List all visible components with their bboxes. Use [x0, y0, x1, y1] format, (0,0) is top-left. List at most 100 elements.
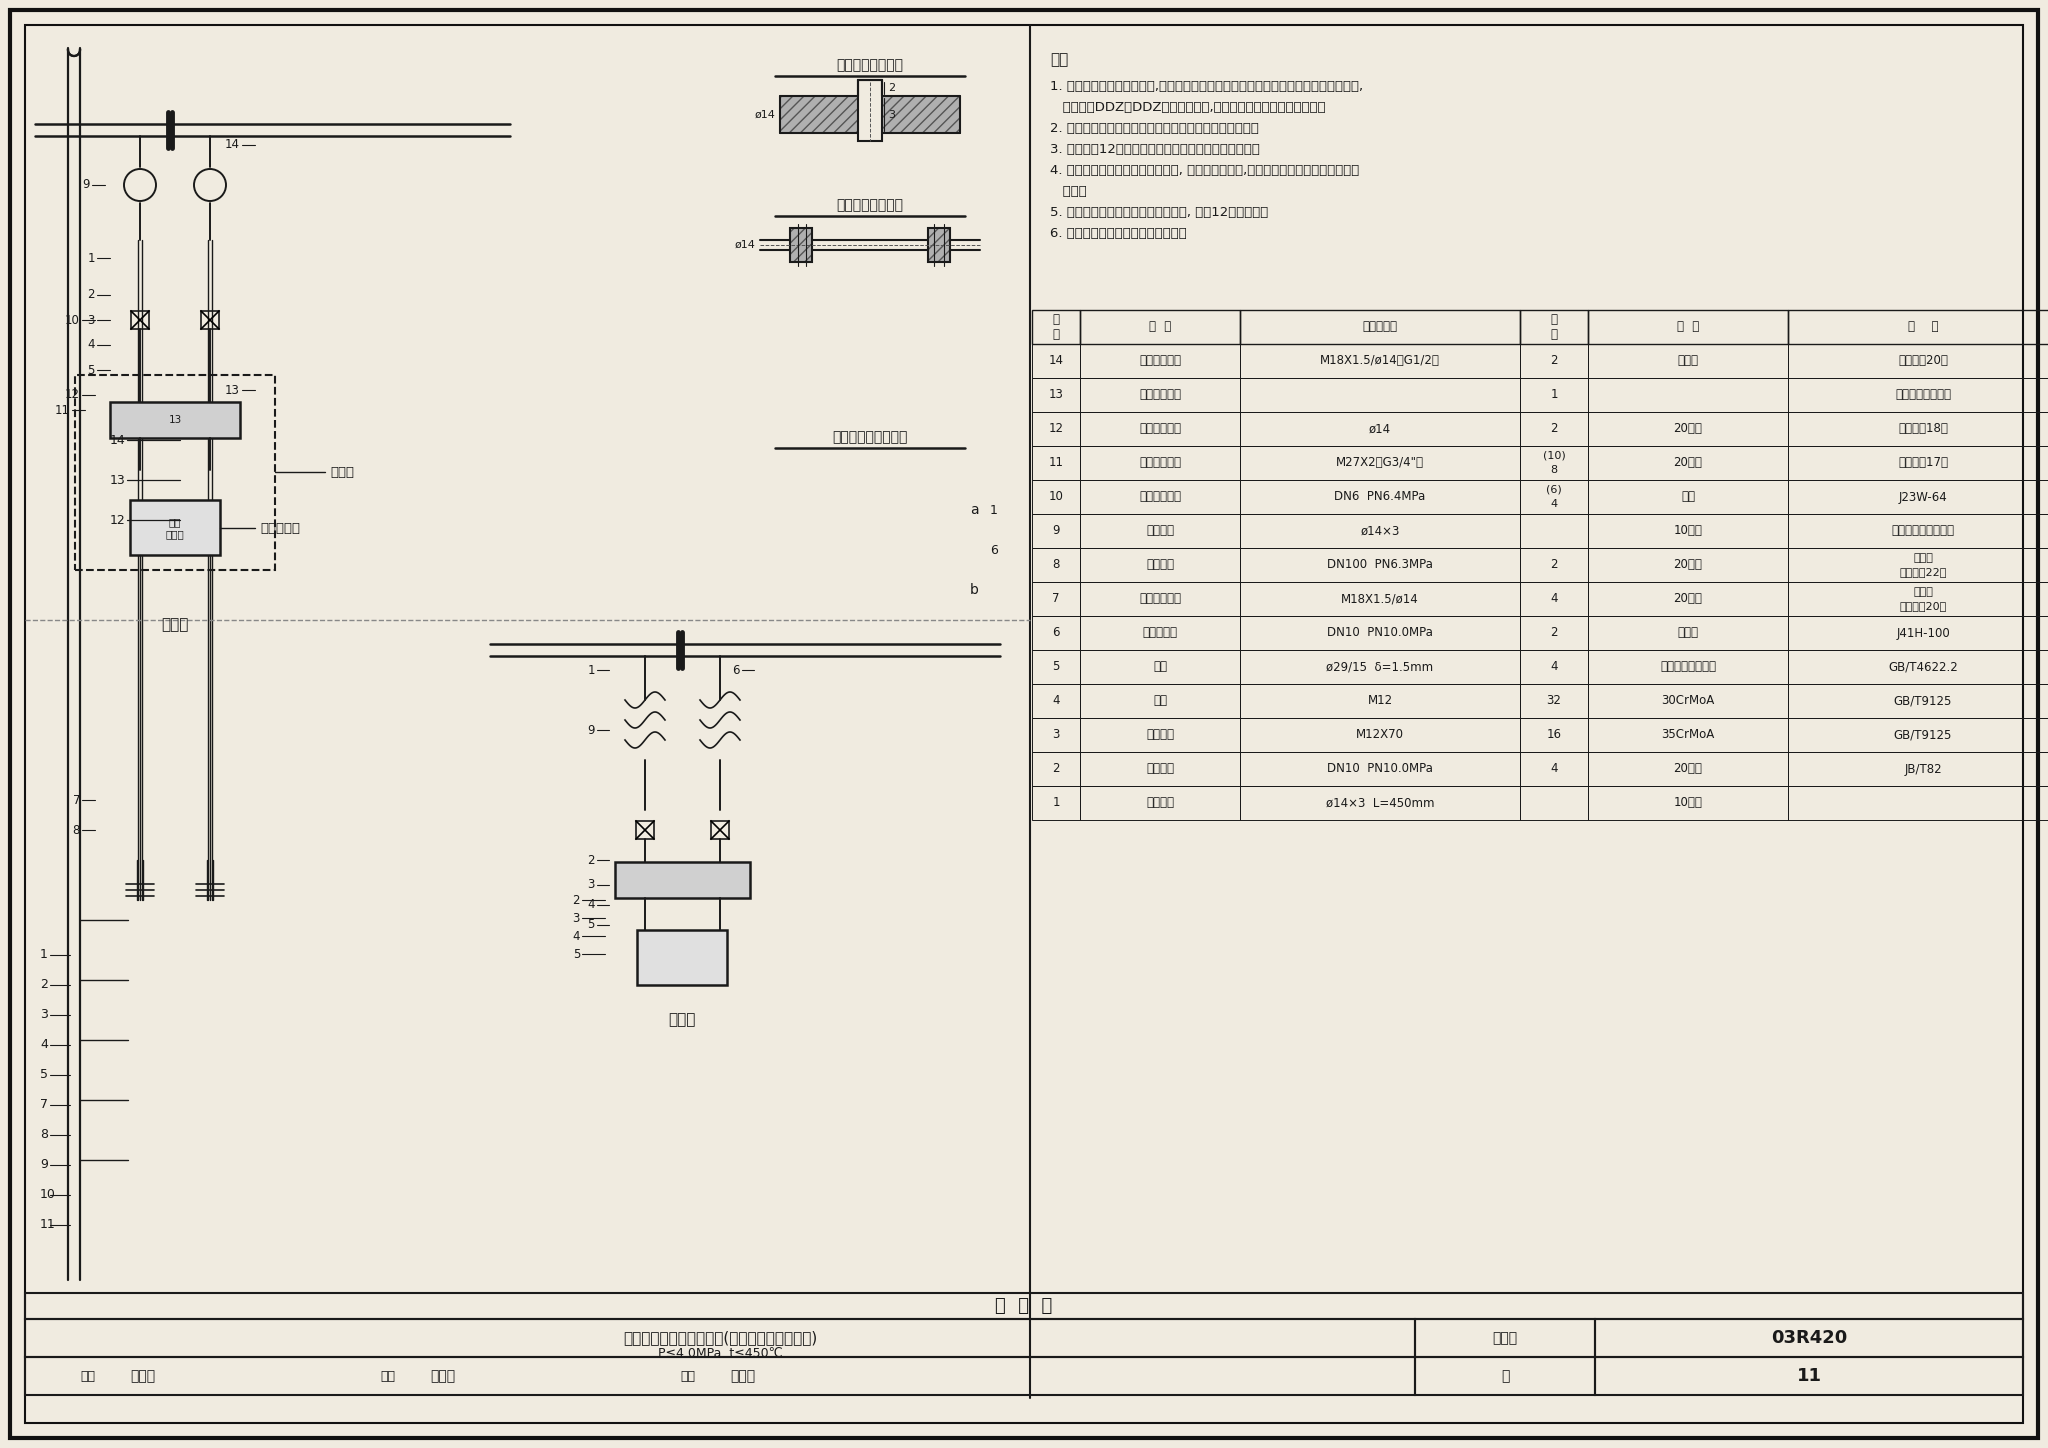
Bar [1079, 547, 1239, 582]
Text: 4: 4 [1550, 763, 1559, 776]
Text: 规格、型号: 规格、型号 [1362, 320, 1397, 333]
Bar [1239, 310, 1520, 345]
Text: 制造图见20页: 制造图见20页 [1898, 601, 1948, 611]
Bar [1595, 1319, 2023, 1357]
Text: 1. 甲方案装有冷凝分离容器,它还适用于各种差压计测量蒸汽流量；乙方案采用冷凝管,: 1. 甲方案装有冷凝分离容器,它还适用于各种差压计测量蒸汽流量；乙方案采用冷凝管… [1051, 80, 1364, 93]
Text: 9: 9 [1053, 524, 1059, 537]
Text: 13: 13 [109, 473, 125, 487]
Text: 6. 明细表括号内的数据用于乙方案。: 6. 明细表括号内的数据用于乙方案。 [1051, 227, 1186, 240]
Bar [1079, 650, 1239, 683]
Text: 03R420: 03R420 [1772, 1329, 1847, 1347]
Text: 14: 14 [1049, 355, 1063, 368]
Text: 数
量: 数 量 [1550, 313, 1556, 340]
Bar [1520, 446, 1587, 479]
Text: 2: 2 [1550, 559, 1559, 572]
Bar [1239, 650, 1520, 683]
Bar [1079, 479, 1239, 514]
Text: (6): (6) [1546, 485, 1563, 495]
Bar [1520, 752, 1587, 786]
Bar [1032, 582, 1079, 615]
Text: 7: 7 [72, 794, 80, 807]
Text: 甲方案: 甲方案 [162, 617, 188, 633]
Text: 8: 8 [1053, 559, 1059, 572]
Bar [614, 862, 750, 898]
Bar [1032, 378, 1079, 413]
Bar [1079, 752, 1239, 786]
Bar [1079, 310, 1239, 345]
Bar [1587, 514, 1788, 547]
Text: 差压
变送器: 差压 变送器 [166, 517, 184, 539]
Text: 35CrMoA: 35CrMoA [1661, 728, 1714, 741]
Bar [1788, 413, 2048, 446]
Bar [1032, 310, 1079, 345]
Text: 制造图见20页: 制造图见20页 [1898, 355, 1948, 368]
Bar [1032, 413, 1079, 446]
Text: 审核: 审核 [80, 1370, 94, 1383]
Text: 司马月: 司马月 [129, 1368, 156, 1383]
Text: GB/T4622.2: GB/T4622.2 [1888, 660, 1958, 673]
Text: 材  料: 材 料 [1677, 320, 1700, 333]
Text: 4: 4 [573, 930, 580, 943]
Text: a: a [971, 502, 979, 517]
Bar [1239, 446, 1520, 479]
Text: 4: 4 [1550, 660, 1559, 673]
Text: 4: 4 [1053, 695, 1059, 708]
Bar [1587, 786, 1788, 820]
Bar [25, 1319, 1415, 1357]
Text: 2: 2 [889, 83, 895, 93]
Bar [1032, 345, 1079, 378]
Text: DN100  PN6.3MPa: DN100 PN6.3MPa [1327, 559, 1434, 572]
Text: 12: 12 [1049, 423, 1063, 436]
Text: 8: 8 [72, 824, 80, 837]
Bar [76, 375, 274, 571]
Text: M27X2（G3/4"）: M27X2（G3/4"） [1335, 456, 1423, 469]
Bar [1079, 582, 1239, 615]
Text: 2: 2 [88, 288, 94, 301]
Bar [1520, 413, 1587, 446]
Text: 乙方案: 乙方案 [668, 1012, 696, 1028]
Text: 制造图见17页: 制造图见17页 [1898, 456, 1948, 469]
Bar [1520, 683, 1587, 718]
Bar [1032, 683, 1079, 718]
Text: 外套螺母接管: 外套螺母接管 [1139, 456, 1182, 469]
Bar [1079, 718, 1239, 752]
Text: 3: 3 [573, 911, 580, 924]
Bar [1520, 378, 1587, 413]
Bar [1520, 310, 1587, 345]
Text: 5. 当差压变送器不安装在保温箱内时, 序号12可以取消。: 5. 当差压变送器不安装在保温箱内时, 序号12可以取消。 [1051, 206, 1268, 219]
Bar [1079, 615, 1239, 650]
Text: 10: 10 [1049, 491, 1063, 504]
Bar [1788, 446, 2048, 479]
Text: DN10  PN10.0MPa: DN10 PN10.0MPa [1327, 627, 1434, 640]
Text: GB/T9125: GB/T9125 [1894, 728, 1952, 741]
Bar [1788, 650, 2048, 683]
Text: 图集号: 图集号 [1493, 1331, 1518, 1345]
Text: 16: 16 [1546, 728, 1561, 741]
Text: 20号钢: 20号钢 [1673, 592, 1702, 605]
Text: 三阀组附接头: 三阀组附接头 [1139, 388, 1182, 401]
Text: 4: 4 [1550, 592, 1559, 605]
Text: 乙方案: 乙方案 [1913, 586, 1933, 597]
Bar [1587, 582, 1788, 615]
Text: 20号钢: 20号钢 [1673, 456, 1702, 469]
Text: 1: 1 [989, 504, 997, 517]
Bar [1079, 446, 1239, 479]
Bar [25, 1357, 1415, 1394]
Bar [1079, 413, 1239, 446]
Text: 7: 7 [41, 1099, 47, 1112]
Text: 5: 5 [588, 918, 596, 931]
Text: 柔性石墨金属缠绕: 柔性石墨金属缠绕 [1661, 660, 1716, 673]
Bar [1032, 718, 1079, 752]
Bar [1520, 582, 1587, 615]
Bar [1587, 650, 1788, 683]
Text: b: b [971, 584, 979, 597]
Text: 制造图见22页: 制造图见22页 [1898, 568, 1948, 576]
Bar [1032, 479, 1079, 514]
Bar [131, 311, 150, 329]
Bar [1587, 752, 1788, 786]
Text: 11: 11 [41, 1219, 55, 1231]
Text: J41H-100: J41H-100 [1896, 627, 1950, 640]
Text: 仅适用于DDZ、DDZ型力平衡式中,高大差压变送器测量蒸汽流量。: 仅适用于DDZ、DDZ型力平衡式中,高大差压变送器测量蒸汽流量。 [1051, 101, 1325, 114]
Bar [1788, 752, 2048, 786]
Text: 20号钢: 20号钢 [1673, 559, 1702, 572]
